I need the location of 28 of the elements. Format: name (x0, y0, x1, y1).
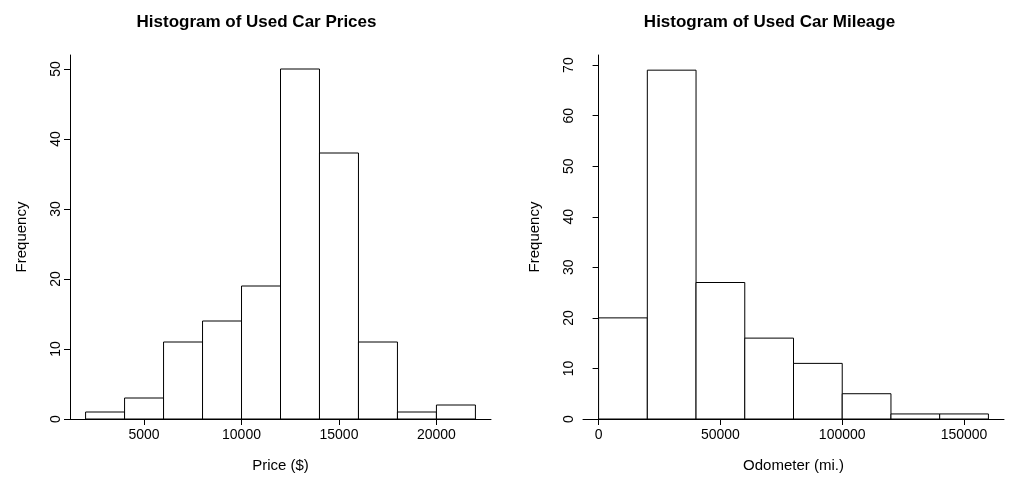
x-tick-label: 0 (594, 426, 603, 442)
x-tick-label: 150000 (940, 426, 988, 442)
x-tick-label: 20000 (416, 426, 457, 442)
y-tick-label: 70 (560, 57, 576, 73)
x-tick-label: 50000 (700, 426, 741, 442)
x-tick-label: 100000 (818, 426, 866, 442)
x-tick-label: 10000 (222, 426, 262, 442)
y-tick-label: 10 (560, 360, 576, 377)
y-tick-label: 40 (47, 131, 63, 147)
y-tick-label: 50 (560, 158, 576, 175)
y-tick-label: 20 (560, 309, 576, 326)
y-tick-label: 30 (560, 259, 576, 276)
y-tick-label: 30 (47, 201, 63, 217)
y-tick-label: 50 (47, 61, 63, 77)
chart-title: Histogram of Used Car Prices (136, 12, 377, 31)
x-axis-title: Odometer (mi.) (743, 456, 844, 473)
x-axis-title: Price ($) (252, 456, 309, 473)
y-axis-title: Frequency (525, 201, 542, 273)
y-axis-title: Frequency (12, 201, 29, 273)
y-tick-label: 40 (560, 208, 576, 225)
y-tick-label: 0 (560, 414, 576, 423)
chart-title: Histogram of Used Car Mileage (643, 12, 896, 31)
y-tick-label: 60 (560, 107, 576, 124)
y-tick-label: 20 (47, 271, 63, 287)
x-tick-label: 15000 (319, 426, 359, 442)
x-tick-label: 5000 (128, 426, 160, 442)
y-tick-label: 0 (47, 414, 63, 423)
y-tick-label: 10 (47, 341, 63, 357)
